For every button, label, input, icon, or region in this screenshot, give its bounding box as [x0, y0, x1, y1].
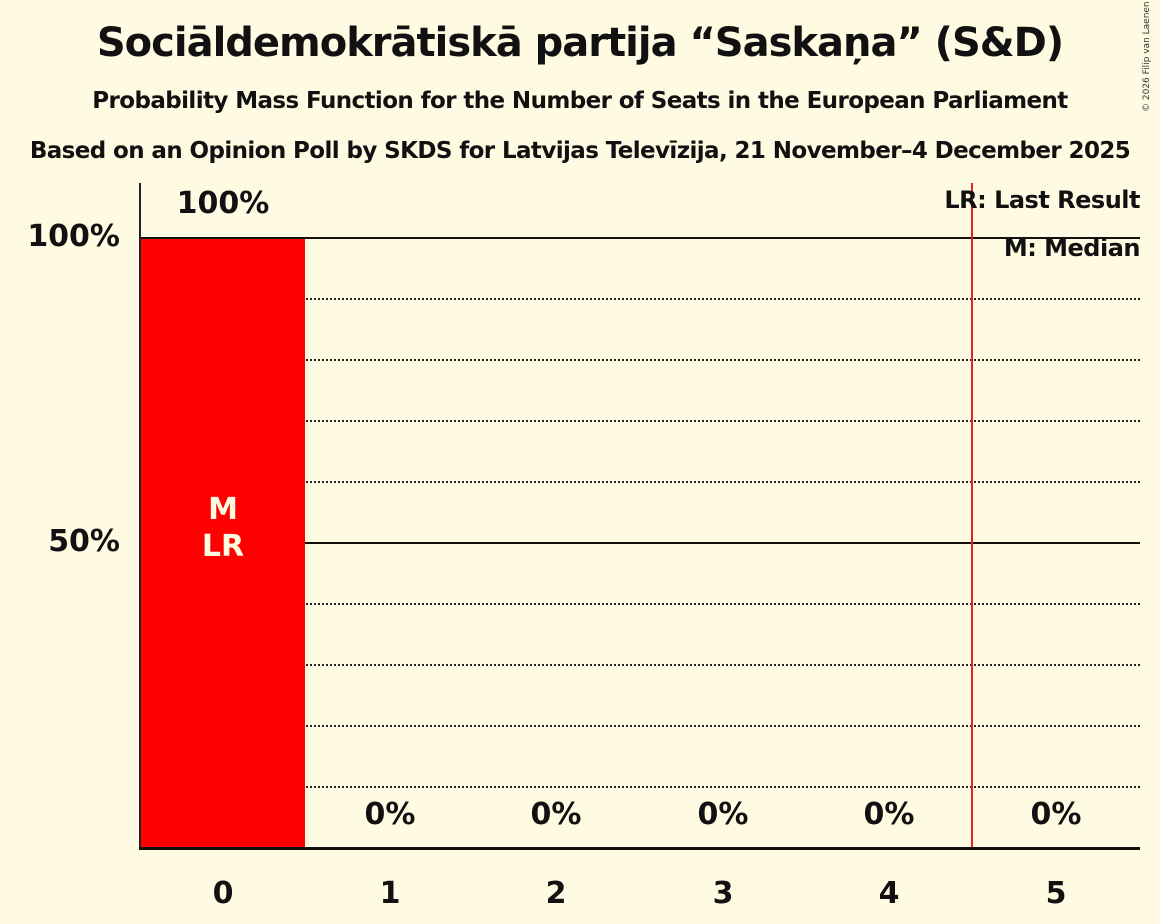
x-tick-3: 3 [712, 876, 734, 911]
x-tick-5: 5 [1045, 876, 1067, 911]
y-tick-50: 50% [48, 524, 120, 559]
gridline-40 [306, 603, 1140, 605]
gridline-90 [306, 298, 1140, 300]
gridline-80 [306, 359, 1140, 361]
chart-subtitle: Probability Mass Function for the Number… [92, 88, 1068, 114]
x-tick-4: 4 [878, 876, 900, 911]
bar-label-4: 0% [863, 797, 915, 832]
y-tick-100: 100% [27, 219, 120, 254]
x-tick-1: 1 [379, 876, 401, 911]
chart-source: Based on an Opinion Poll by SKDS for Lat… [29, 138, 1131, 164]
bar-label-1: 0% [364, 797, 416, 832]
gridline-10 [306, 786, 1140, 788]
gridline-100 [140, 237, 1140, 239]
median-marker: M [208, 492, 238, 527]
gridline-20 [306, 725, 1140, 727]
x-axis [139, 847, 1140, 850]
gridline-50 [140, 542, 1140, 544]
x-tick-0: 0 [212, 876, 234, 911]
bar-0-seats [141, 239, 305, 848]
bar-label-3: 0% [697, 797, 749, 832]
last-result-line [971, 183, 973, 848]
gridline-30 [306, 664, 1140, 666]
legend-last-result: LR: Last Result [944, 186, 1140, 214]
bar-label-5: 0% [1030, 797, 1082, 832]
legend-median: M: Median [1003, 234, 1141, 262]
chart-title: Sociāldemokrātiskā partija “Saskaņa” (S&… [96, 20, 1064, 66]
gridline-60 [306, 481, 1140, 483]
gridline-70 [306, 420, 1140, 422]
last-result-marker: LR [201, 529, 245, 564]
y-axis [139, 183, 141, 849]
bar-label-0: 100% [176, 186, 270, 221]
x-tick-2: 2 [545, 876, 567, 911]
bar-label-2: 0% [530, 797, 582, 832]
